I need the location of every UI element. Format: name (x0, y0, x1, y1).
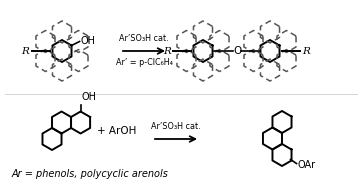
Text: R: R (302, 46, 310, 56)
Text: OAr: OAr (298, 160, 316, 170)
Text: R: R (163, 46, 171, 56)
Text: Ar’SO₃H cat.: Ar’SO₃H cat. (119, 34, 169, 43)
Text: O: O (233, 46, 241, 56)
Text: Ar’SO₃H cat.: Ar’SO₃H cat. (151, 122, 201, 131)
Text: OH: OH (80, 36, 96, 46)
Text: Ar = phenols, polycyclic arenols: Ar = phenols, polycyclic arenols (12, 169, 168, 179)
Text: + ArOH: + ArOH (97, 126, 136, 136)
Text: Ar’ = p-ClC₆H₄: Ar’ = p-ClC₆H₄ (115, 58, 172, 67)
Text: R: R (21, 46, 29, 56)
Text: OH: OH (81, 92, 97, 102)
